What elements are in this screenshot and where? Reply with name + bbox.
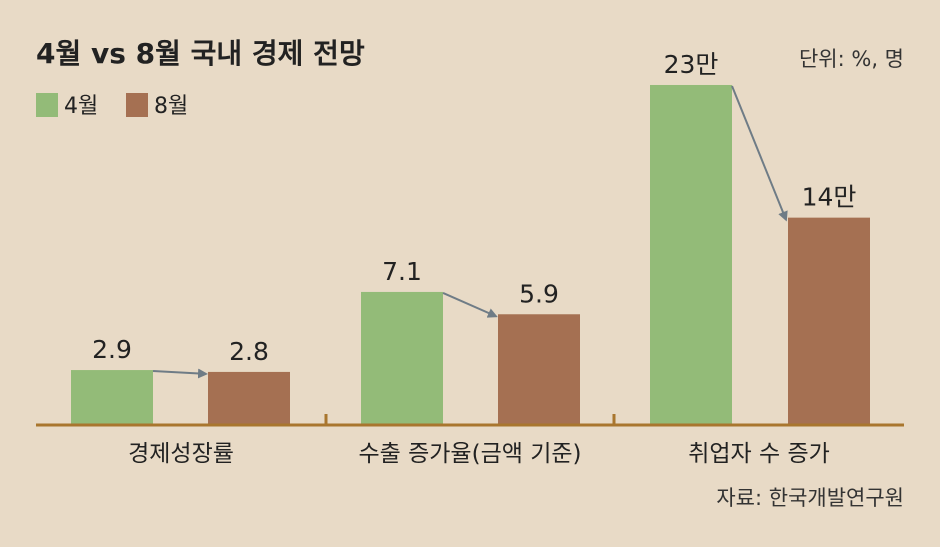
value-label-growth-august: 2.8 xyxy=(229,337,269,366)
value-label-growth-april: 2.9 xyxy=(92,335,132,364)
unit-note: 단위: %, 명 xyxy=(799,47,904,71)
legend: 4월 8월 xyxy=(36,93,188,119)
category-label-employment: 취업자 수 증가 xyxy=(688,441,830,467)
bar-growth-april xyxy=(71,370,153,424)
legend-label-april: 4월 xyxy=(64,94,98,119)
bar-growth-august xyxy=(208,371,290,424)
value-label-employment-april: 23만 xyxy=(664,50,719,79)
bar-exports-august xyxy=(498,314,580,424)
chart-title: 4월 vs 8월 국내 경제 전망 xyxy=(36,37,365,70)
legend-swatch-april xyxy=(36,93,58,117)
bar-exports-april xyxy=(361,291,443,424)
value-label-employment-august: 14만 xyxy=(802,183,857,212)
value-label-exports-april: 7.1 xyxy=(382,257,422,286)
source-note: 자료: 한국개발연구원 xyxy=(716,486,904,510)
value-label-exports-august: 5.9 xyxy=(519,279,559,308)
change-arrow-exports xyxy=(442,292,498,318)
bar-employment-august xyxy=(788,217,870,424)
category-label-exports: 수출 증가율(금액 기준) xyxy=(358,441,581,467)
change-arrow-growth xyxy=(152,368,208,379)
legend-label-august: 8월 xyxy=(154,94,188,119)
bar-employment-april xyxy=(650,84,732,424)
category-label-growth: 경제성장률 xyxy=(128,441,234,467)
change-arrow-employment xyxy=(731,85,788,222)
legend-swatch-august xyxy=(126,93,148,117)
